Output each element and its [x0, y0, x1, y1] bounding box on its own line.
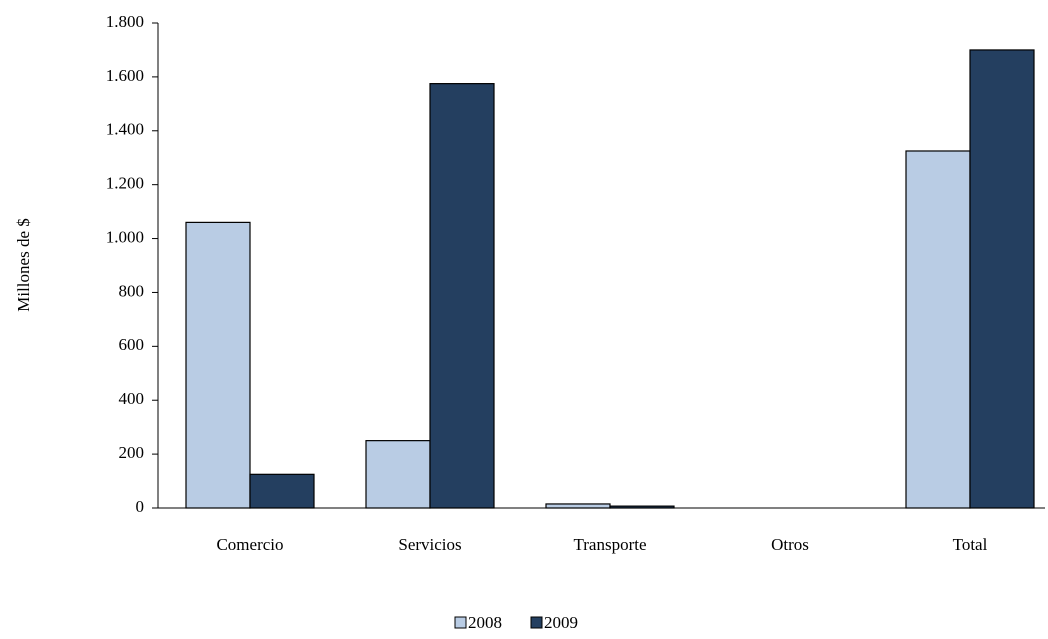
legend-label: 2008 — [468, 613, 502, 632]
y-tick-label: 1.200 — [106, 174, 144, 193]
y-tick-label: 1.600 — [106, 66, 144, 85]
x-tick-label: Servicios — [398, 535, 461, 554]
y-tick-label: 1.400 — [106, 120, 144, 139]
y-tick-label: 0 — [136, 497, 145, 516]
y-tick-label: 400 — [119, 389, 145, 408]
bar — [969, 49, 1035, 509]
bar — [185, 221, 251, 509]
y-tick-label: 600 — [119, 335, 145, 354]
bar — [609, 505, 675, 509]
y-tick-label: 800 — [119, 281, 145, 300]
bar — [365, 440, 431, 509]
x-tick-label: Transporte — [573, 535, 646, 554]
x-tick-label: Total — [953, 535, 988, 554]
bar — [249, 473, 315, 509]
legend-swatch — [454, 616, 467, 629]
x-tick-label: Comercio — [216, 535, 283, 554]
legend-swatch — [530, 616, 543, 629]
y-axis-label: Millones de $ — [14, 218, 33, 312]
y-tick-label: 1.800 — [106, 12, 144, 31]
legend-label: 2009 — [544, 613, 578, 632]
bar — [429, 83, 495, 509]
y-tick-label: 1.000 — [106, 227, 144, 246]
x-tick-label: Otros — [771, 535, 809, 554]
y-tick-label: 200 — [119, 443, 145, 462]
bar — [905, 150, 971, 509]
bar — [545, 503, 611, 509]
